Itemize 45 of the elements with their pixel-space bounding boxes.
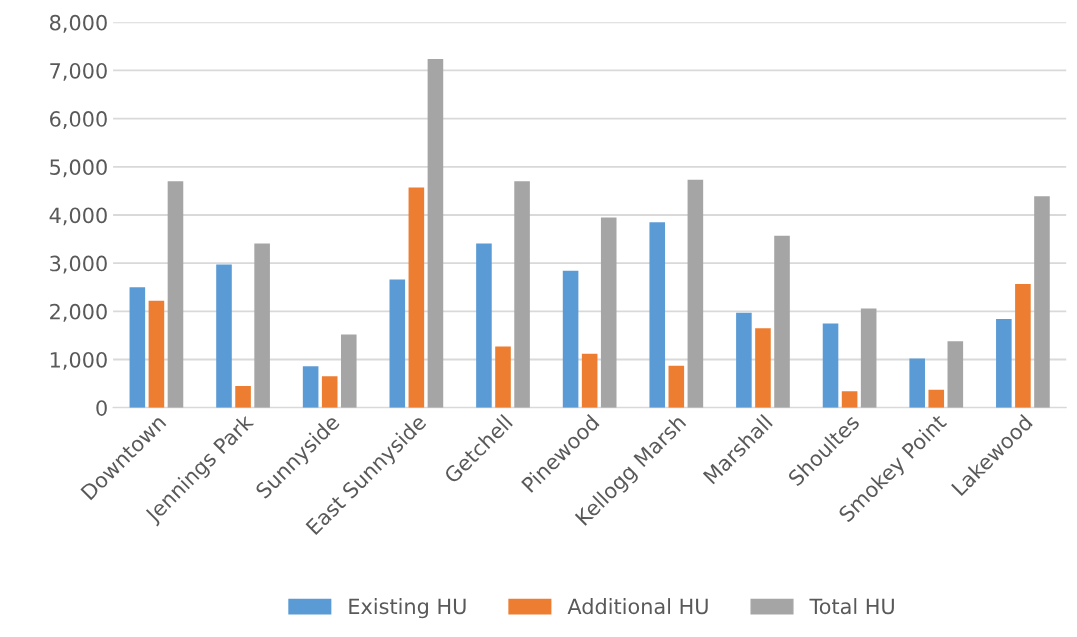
y-tick-label: 4,000 [49,207,107,226]
legend-label: Existing HU [349,598,466,619]
bar [1034,196,1050,408]
legend-label: Additional HU [567,598,708,615]
bar [909,358,925,408]
bar [928,389,945,408]
bar [947,341,964,408]
bar [476,243,492,408]
bar [600,217,617,408]
bar [996,319,1012,408]
bar [148,300,165,408]
bar [427,58,444,408]
bar [408,187,425,408]
bar [340,334,357,408]
bar [235,386,251,408]
y-tick-label: 3,000 [50,255,107,274]
bar [1015,283,1031,408]
bar [254,243,270,408]
bar [302,366,319,408]
bar [755,328,771,408]
bar [736,312,752,408]
bar [581,353,598,408]
bar [774,235,790,408]
bar [129,287,146,408]
y-tick-label: 5,000 [50,159,107,178]
y-tick-label: 2,000 [50,303,107,322]
y-tick-label: 6,000 [50,111,107,129]
y-tick-label: 0 [96,400,107,416]
bar [822,323,839,408]
y-tick-label: 8,000 [49,14,107,33]
bar [687,179,704,408]
y-tick-label: 7,000 [50,62,107,81]
legend-label: Total HU [809,598,894,615]
bar [389,279,406,408]
bar [841,391,858,408]
bar [562,270,579,408]
bar [860,308,877,408]
y-tick-label: 1,000 [50,351,107,370]
bar [514,181,530,408]
bar [495,346,511,408]
bar [167,181,184,408]
bar [321,376,338,408]
bar [649,222,666,408]
bar [668,365,685,408]
bar [216,264,232,408]
